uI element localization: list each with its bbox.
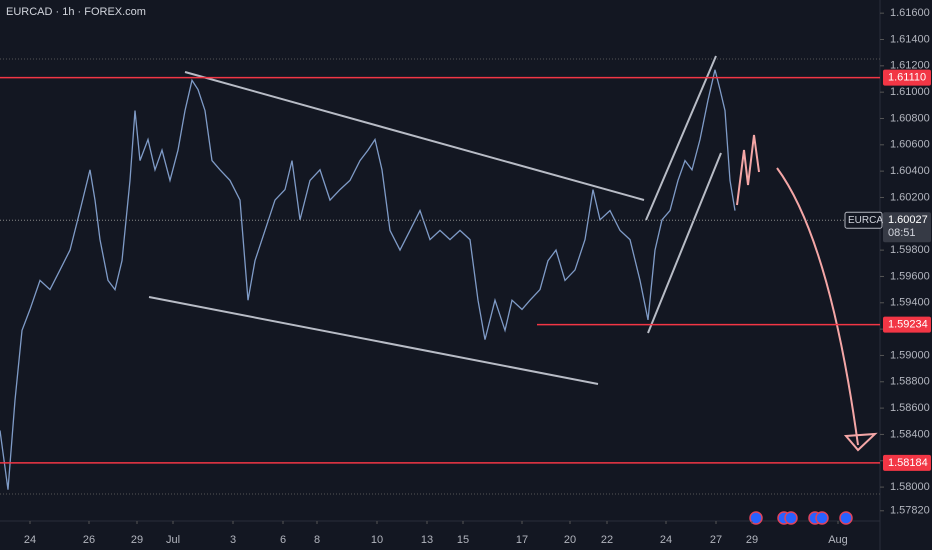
event-icon	[749, 511, 763, 525]
x-tick-label: 3	[230, 534, 236, 546]
x-tick-label: 24	[24, 534, 36, 546]
x-tick-label: 29	[131, 534, 143, 546]
level-label: 1.58184	[888, 457, 928, 469]
x-tick-label: 17	[516, 534, 528, 546]
symbol-box	[844, 211, 883, 229]
event-icon	[784, 511, 798, 525]
x-tick-label: Jul	[166, 534, 180, 546]
last-price-label: 1.60027	[888, 214, 928, 226]
forecast-drawing	[736, 134, 878, 452]
countdown-label: 08:51	[888, 227, 916, 239]
y-tick-label: 1.61000	[890, 86, 930, 98]
trendline	[645, 55, 717, 221]
x-tick-label: Aug	[828, 534, 848, 546]
trendline	[647, 152, 722, 334]
x-tick-label: 15	[457, 534, 469, 546]
event-icon	[839, 511, 853, 525]
y-tick-label: 1.61600	[890, 7, 930, 19]
x-tick-label: 10	[371, 534, 383, 546]
event-icons	[749, 511, 853, 525]
x-tick-label: 26	[83, 534, 95, 546]
x-tick-label: 6	[280, 534, 286, 546]
x-tick-label: 13	[421, 534, 433, 546]
level-label-box	[883, 454, 931, 471]
y-tick-label: 1.61400	[890, 33, 930, 45]
symbol-label: EURCAD	[848, 215, 890, 226]
forecast-zigzag	[736, 134, 760, 206]
trendline	[148, 296, 599, 385]
level-label-box	[883, 316, 931, 333]
y-tick-label: 1.60600	[890, 139, 930, 151]
y-tick-label: 1.57820	[890, 505, 930, 517]
x-tick-label: 29	[746, 534, 758, 546]
price-line	[0, 69, 736, 490]
x-tick-label: 24	[660, 534, 672, 546]
trendline	[184, 71, 645, 201]
x-tick-label: 27	[710, 534, 722, 546]
y-tick-label: 1.59400	[890, 297, 930, 309]
y-tick-label: 1.59800	[890, 244, 930, 256]
y-tick-label: 1.60400	[890, 165, 930, 177]
x-tick-label: 8	[314, 534, 320, 546]
y-tick-label: 1.60800	[890, 112, 930, 124]
x-tick-label: 22	[601, 534, 613, 546]
event-icon	[815, 511, 829, 525]
y-tick-label: 1.58800	[890, 376, 930, 388]
y-tick-label: 1.61200	[890, 60, 930, 72]
y-tick-label: 1.59000	[890, 349, 930, 361]
arrow-head	[843, 432, 878, 452]
level-label: 1.59234	[888, 319, 928, 331]
last-price-box	[883, 212, 931, 243]
y-tick-label: 1.58600	[890, 402, 930, 414]
drawings	[148, 55, 722, 385]
chart-title: EURCAD · 1h · FOREX.com	[6, 6, 146, 18]
level-label: 1.61110	[888, 72, 926, 84]
y-tick-label: 1.60200	[890, 191, 930, 203]
y-tick-label: 1.59600	[890, 270, 930, 282]
x-tick-label: 20	[564, 534, 576, 546]
y-tick-label: 1.58000	[890, 481, 930, 493]
y-tick-label: 1.58400	[890, 428, 930, 440]
level-label-box	[883, 69, 931, 86]
forecast-arrow	[776, 167, 859, 446]
